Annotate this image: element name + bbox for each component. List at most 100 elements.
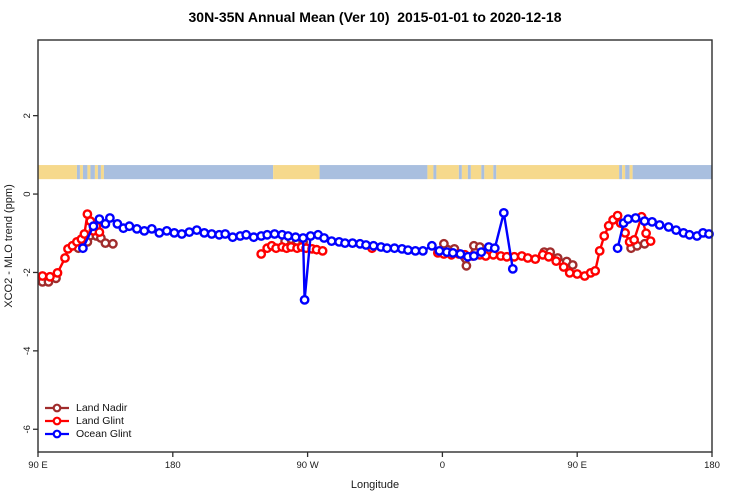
map-strip-land-segment — [79, 165, 83, 180]
legend-marker — [52, 403, 62, 412]
map-strip-ocean-segment — [82, 165, 88, 180]
data-point-ocean-glint — [269, 229, 280, 239]
data-point-ocean-glint — [319, 233, 329, 243]
x-tick-label: 180 — [165, 460, 181, 471]
data-point-ocean-glint — [88, 221, 99, 232]
data-point-ocean-glint — [630, 213, 641, 223]
data-point-ocean-glint — [161, 225, 172, 236]
y-tick-label: -6 — [22, 425, 33, 433]
chart-title: 30N-35N Annual Mean (Ver 10) 2015-01-01 … — [188, 9, 562, 25]
map-strip-ocean-segment — [632, 165, 712, 180]
data-point-ocean-glint — [283, 231, 293, 241]
data-point-land-nadir — [100, 238, 111, 249]
data-point-ocean-glint — [169, 227, 180, 238]
data-point-land-glint — [599, 231, 610, 241]
data-point-ocean-glint — [154, 227, 165, 238]
map-strip-land-segment — [470, 165, 482, 180]
data-point-land-glint — [645, 236, 656, 247]
data-point-ocean-glint — [361, 240, 371, 250]
data-point-land-glint — [530, 254, 541, 265]
plot-dynamic-layer: 90 E 180 90 W 0 90 E 180 2 0 -2 -4 -6 — [22, 39, 720, 471]
y-tick-label: 0 — [22, 191, 33, 196]
map-strip-land-segment — [461, 165, 468, 180]
data-point-ocean-glint — [426, 240, 437, 251]
x-tick-label: 0 — [440, 460, 445, 471]
data-point-land-glint — [551, 256, 562, 266]
data-point-ocean-glint — [248, 232, 259, 243]
legend: Land Nadir Land Glint Ocean Glint — [45, 401, 131, 440]
legend-item-land-glint: Land Glint — [45, 414, 131, 427]
data-point-land-glint — [256, 249, 267, 259]
data-point-ocean-glint — [347, 238, 358, 249]
data-point-ocean-glint — [176, 229, 187, 239]
map-strip-ocean-segment — [625, 165, 630, 180]
data-point-ocean-glint — [468, 251, 479, 261]
y-axis-label: XCO2 - MLO trend (ppm) — [3, 184, 15, 307]
data-point-ocean-glint — [206, 229, 217, 239]
data-point-ocean-glint — [647, 216, 657, 227]
data-point-ocean-glint — [684, 229, 695, 240]
data-point-ocean-glint — [220, 229, 231, 239]
map-strip-ocean-segment — [76, 165, 80, 180]
map-strip-ocean-segment — [481, 165, 485, 180]
data-point-ocean-glint — [227, 232, 238, 243]
map-strip-ocean-segment — [97, 165, 101, 180]
legend-marker — [52, 429, 62, 438]
data-point-ocean-glint — [476, 247, 487, 258]
legend-item-ocean-glint: Ocean Glint — [45, 427, 131, 440]
legend-label: Ocean Glint — [76, 427, 132, 440]
data-point-ocean-glint — [78, 243, 88, 254]
legend-swatch-icon — [45, 403, 69, 412]
data-point-land-glint — [317, 245, 328, 256]
map-strip-land-segment — [94, 165, 98, 180]
data-point-land-glint — [52, 267, 63, 278]
map-strip-land-segment — [496, 165, 620, 180]
x-axis-label: Longitude — [351, 479, 399, 491]
data-point-land-glint — [543, 251, 554, 262]
map-strip-land-segment — [38, 165, 77, 180]
data-point-ocean-glint — [417, 245, 428, 256]
plot-box — [37, 39, 713, 453]
map-strip-ocean-segment — [433, 165, 437, 180]
data-point-ocean-glint — [105, 213, 115, 223]
data-point-ocean-glint — [489, 243, 500, 254]
data-point-land-glint — [45, 271, 55, 282]
data-point-ocean-glint — [146, 223, 157, 234]
data-point-land-glint — [641, 228, 651, 239]
data-point-land-glint — [558, 262, 569, 272]
data-point-ocean-glint — [498, 207, 509, 218]
data-point-ocean-glint — [298, 233, 308, 243]
data-point-land-glint — [37, 271, 48, 281]
data-point-ocean-glint — [326, 236, 337, 247]
map-strip-land-segment — [87, 165, 91, 180]
data-point-ocean-glint — [184, 227, 195, 238]
data-point-ocean-glint — [654, 220, 665, 230]
data-point-ocean-glint — [299, 294, 310, 305]
data-point-ocean-glint — [455, 249, 466, 259]
x-tick-label: 90 E — [28, 460, 48, 471]
data-point-land-glint — [60, 253, 70, 263]
map-strip-land-segment — [427, 165, 434, 180]
legend-label: Land Glint — [76, 414, 124, 427]
data-point-ocean-glint — [368, 240, 379, 251]
data-point-ocean-glint — [241, 229, 252, 240]
x-tick-label: 90 W — [297, 460, 319, 471]
data-point-ocean-glint — [199, 227, 210, 238]
data-point-land-glint — [522, 253, 533, 263]
data-point-land-glint — [612, 210, 623, 221]
data-point-ocean-glint — [447, 247, 458, 258]
map-strip-ocean-segment — [467, 165, 471, 180]
data-point-ocean-glint — [124, 221, 135, 232]
data-point-land-nadir — [438, 238, 449, 249]
data-point-ocean-glint — [191, 225, 202, 236]
y-tick-label: -4 — [22, 347, 33, 355]
map-strip-ocean-segment — [458, 165, 462, 180]
data-point-ocean-glint — [623, 214, 633, 225]
map-strip-ocean-segment — [493, 165, 497, 180]
data-point-land-glint — [572, 269, 583, 279]
data-point-ocean-glint — [389, 243, 400, 254]
map-strip-land-segment — [436, 165, 459, 180]
data-point-ocean-glint — [507, 263, 518, 274]
